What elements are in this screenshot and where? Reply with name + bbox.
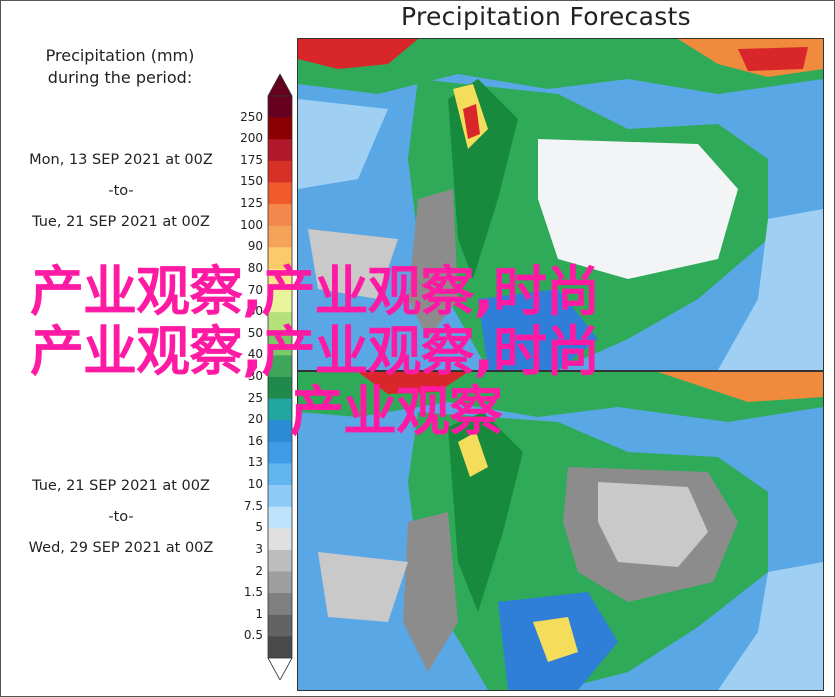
pacific-trace-rain-2: [318, 552, 408, 622]
colorbar-tick-label: 40: [247, 347, 263, 362]
atacama-dry-region: [408, 189, 458, 339]
period-1-to: -to-: [108, 183, 134, 199]
colorbar-segment: [268, 117, 292, 140]
colorbar-segment: [268, 420, 292, 443]
colorbar-segment: [268, 549, 292, 573]
period-2-end: Wed, 29 SEP 2021 at 00Z: [28, 540, 214, 556]
period-1-start: Mon, 13 SEP 2021 at 00Z: [29, 152, 213, 168]
colorbar-tick-label: 70: [247, 282, 263, 297]
colorbar-tick-label: 125: [240, 196, 263, 211]
colorbar-segment: [268, 247, 292, 270]
brazil-trace-rain: [598, 482, 708, 567]
colorbar-tick-label: 20: [247, 412, 263, 427]
colorbar-bottom-arrow: [267, 657, 293, 680]
colorbar-tick-label: 150: [240, 174, 263, 189]
brazil-dry-region: [538, 139, 738, 279]
heavy-rain-area-west: [298, 39, 418, 69]
precip-map-week1: [298, 39, 823, 370]
colorbar-tick-label: 16: [247, 433, 263, 448]
colorbar-segment: [268, 160, 292, 183]
andes-moderate-rain-2: [458, 432, 488, 477]
colorbar-tick-label: 10: [247, 477, 263, 492]
colorbar-segment: [268, 441, 292, 464]
colorbar-tick-label: 1: [255, 606, 263, 621]
colorbar-segment: [268, 614, 292, 637]
atacama-dry-region-2: [403, 512, 458, 672]
colorbar-segment: [268, 571, 292, 594]
colorbar-segment: [268, 204, 292, 227]
colorbar-tick-label: 25: [247, 390, 263, 405]
colorbar-tick-label: 100: [240, 217, 263, 232]
heavy-rain-area-north-2: [658, 372, 823, 402]
period-2-start: Tue, 21 SEP 2021 at 00Z: [32, 478, 210, 494]
watermark-overlay: 产业观察,产业观察,时尚 产业观察,产业观察,时尚 产业观察: [30, 262, 730, 442]
colorbar-segment: [268, 312, 292, 335]
colorbar-segment: [268, 485, 292, 508]
southern-cone-moderate-rain: [533, 617, 578, 662]
legend-title-line1: Precipitation (mm): [45, 46, 195, 65]
colorbar-segment: [268, 636, 292, 659]
southern-cone-rain: [478, 289, 598, 370]
legend-title: Precipitation (mm) during the period:: [10, 45, 230, 89]
colorbar-tick-label: 80: [247, 260, 263, 275]
map-title: Precipitation Forecasts: [401, 2, 691, 31]
colorbar-segment: [268, 182, 292, 205]
pacific-trace-rain: [308, 229, 398, 299]
colorbar-segment: [268, 528, 292, 551]
colorbar-tick-label: 2: [255, 563, 263, 578]
colorbar-tick-label: 7.5: [243, 498, 263, 513]
period-1-end: Tue, 21 SEP 2021 at 00Z: [32, 214, 210, 230]
colorbar-segment: [268, 290, 292, 313]
colorbar-tick-label: 13: [247, 455, 263, 470]
watermark-line1: 产业观察,产业观察,时尚: [30, 260, 600, 323]
colorbar-segment: [268, 506, 292, 529]
colorbar-tick-label: 175: [240, 152, 263, 167]
colorbar-segment: [268, 355, 292, 378]
pacific-light-rain: [298, 99, 388, 189]
map-panel-week2: [297, 371, 824, 691]
colorbar-tick-label: 3: [255, 541, 263, 556]
colorbar-segment: [268, 593, 292, 616]
heavy-rain-area-west-2: [358, 372, 468, 394]
colorbar-segment: [268, 96, 292, 119]
colorbar-tick-label: 200: [240, 131, 263, 146]
colorbar-tick-label: 0.5: [243, 628, 263, 643]
colorbar-segment: [268, 225, 292, 248]
watermark-line3: 产业观察: [290, 380, 503, 443]
colorbar-top-arrow: [267, 74, 293, 97]
legend-title-line2: during the period:: [47, 68, 193, 87]
period-1: Mon, 13 SEP 2021 at 00Z -to- Tue, 21 SEP…: [6, 145, 236, 238]
colorbar-tick-label: 90: [247, 239, 263, 254]
colorbar-segment: [268, 377, 292, 400]
colorbar-tick-label: 50: [247, 325, 263, 340]
atlantic-light-rain: [718, 209, 823, 370]
colorbar-segment: [268, 333, 292, 356]
period-2-to: -to-: [108, 509, 134, 525]
colorbar-tick-label: 60: [247, 304, 263, 319]
watermark-line2: 产业观察,产业观察,时尚: [30, 320, 600, 383]
colorbar-tick-label: 250: [240, 109, 263, 124]
colorbar-segment: [268, 139, 292, 162]
colorbar-tick-label: 30: [247, 369, 263, 383]
heavy-rain-core-north: [738, 47, 808, 71]
precipitation-colorbar: [267, 74, 293, 680]
colorbar-segment: [268, 398, 292, 421]
colorbar-segment: [268, 463, 292, 486]
atlantic-light-rain-2: [718, 562, 823, 690]
colorbar-tick-label: 1.5: [243, 585, 263, 600]
andes-heavy-rain: [463, 104, 480, 139]
colorbar-tick-label: 5: [255, 520, 263, 535]
map-panel-week1: [297, 38, 824, 371]
period-2: Tue, 21 SEP 2021 at 00Z -to- Wed, 29 SEP…: [6, 471, 236, 564]
precip-map-week2: [298, 372, 823, 690]
colorbar-segment: [268, 268, 292, 292]
